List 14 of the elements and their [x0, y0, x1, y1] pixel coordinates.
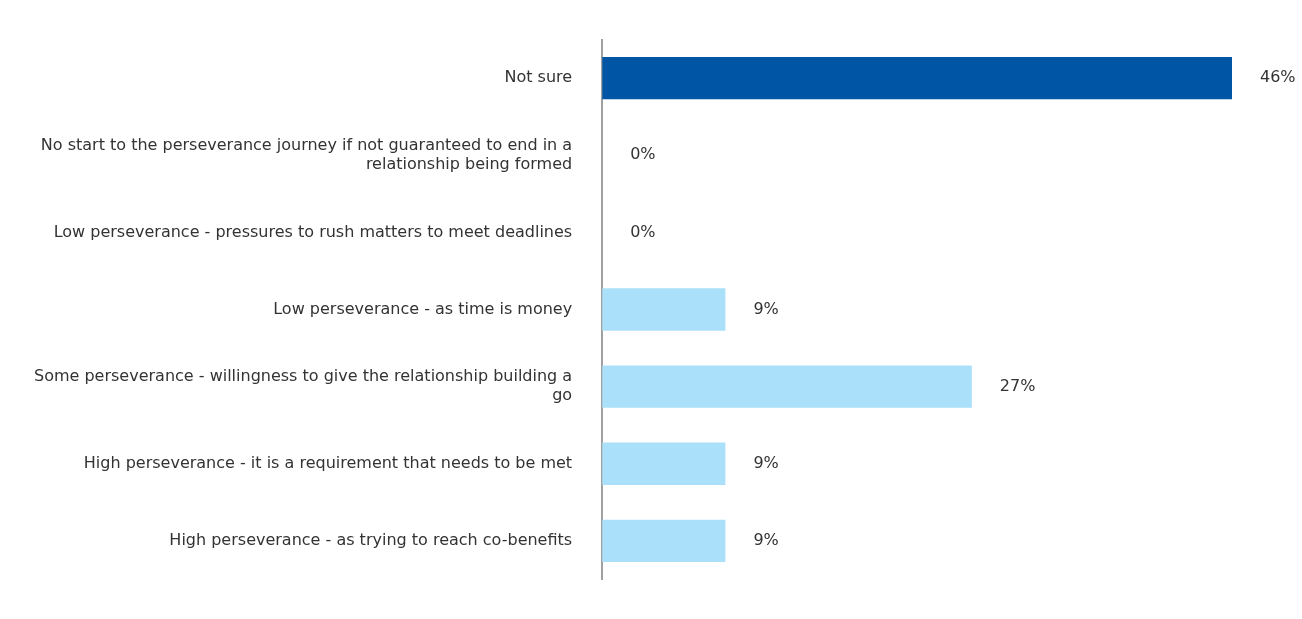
data-label: 9%: [753, 452, 779, 472]
y-tick-label: High perseverance - it is a requirement that needs to be met: [83, 452, 573, 472]
y-tick-label: No start to the perseverance journey if not guaranteed to end in a relationship being formed: [40, 134, 573, 174]
data-label: 27%: [999, 375, 1036, 395]
y-tick-label: Some perseverance - willingness to give the relationship building a go: [33, 366, 573, 405]
y-tick-label: Low perseverance - as time is money: [273, 298, 573, 318]
data-label: 0%: [630, 221, 656, 241]
data-label: 0%: [630, 144, 656, 164]
y-tick-label: Low perseverance - pressures to rush matters to meet deadlines: [53, 221, 573, 241]
y-tick-label: Not sure: [504, 67, 573, 87]
data-label: 9%: [753, 298, 779, 318]
data-label: 9%: [753, 530, 779, 549]
y-tick-label: High perseverance - as trying to reach co-benefits: [169, 530, 573, 549]
data-label: 46%: [1260, 67, 1296, 87]
